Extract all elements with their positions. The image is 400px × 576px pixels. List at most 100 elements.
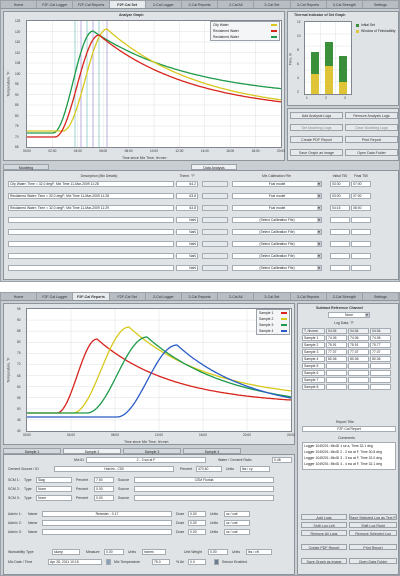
main-tab[interactable]: 3-Cal Reports: [291, 1, 327, 8]
create-pdf-report-button[interactable]: Create PDF Report: [301, 544, 347, 550]
main-tab[interactable]: 2-Cal Reports: [182, 293, 219, 300]
row-therm[interactable]: NaN: [176, 253, 198, 259]
open-data-folder-button[interactable]: Open Data Folder: [345, 149, 398, 156]
main-tab[interactable]: 2-Cal Reports: [182, 1, 219, 8]
admix-dose-input[interactable]: 0.00: [188, 520, 206, 526]
row-therm[interactable]: 63.8: [176, 205, 198, 211]
shift-log-right-button[interactable]: Shift Log Right: [349, 522, 397, 528]
admix-dose-input[interactable]: 0.00: [188, 529, 206, 535]
open-data-folder-button[interactable]: Open Data Folder: [349, 558, 397, 564]
admix-units-select[interactable]: oz / cwt: [224, 511, 250, 517]
subtract-channel-select[interactable]: None ▼: [328, 312, 370, 318]
admix-units-select[interactable]: oz / cwt: [224, 520, 250, 526]
remove-analysis-logs-button[interactable]: Remove Analysis Logs: [345, 112, 398, 119]
scm-source-input[interactable]: CSM Florida: [134, 477, 274, 483]
row-description[interactable]: City Water; Time = 32.0 degF; Mix Time 1…: [8, 181, 174, 187]
remove-all-logs-button[interactable]: Remove All Logs: [301, 530, 347, 536]
row-file-browse-button[interactable]: [202, 265, 228, 271]
row-file-browse-button[interactable]: [202, 253, 228, 259]
report-title-input[interactable]: F2F-Cal Report: [302, 426, 396, 432]
main-tab[interactable]: F2F-Cal Logger: [37, 1, 74, 8]
calendar-icon[interactable]: [106, 559, 111, 565]
admix-units-select[interactable]: oz / cwt: [224, 529, 250, 535]
add-logs-button[interactable]: Add Logs: [301, 514, 347, 520]
row-description[interactable]: [8, 241, 174, 247]
calibration-file-select[interactable]: (Select Calibration File) ▼: [232, 241, 322, 247]
scm-type-select[interactable]: Slag: [36, 477, 72, 483]
row-file-browse-button[interactable]: [202, 229, 228, 235]
main-tab[interactable]: Home: [1, 293, 38, 300]
cement-source-input[interactable]: Holcim - C50: [54, 466, 174, 472]
main-tab[interactable]: 2-Cal All: [218, 1, 255, 8]
measure-input[interactable]: 0.00: [104, 549, 124, 555]
main-tab[interactable]: Home: [1, 1, 38, 8]
clear-modeling-logs-button[interactable]: Clear Modeling Logs: [345, 124, 398, 131]
comments-box[interactable]: Logger 1049201: MixID 1 se a, Time 32.1 …: [302, 442, 396, 470]
main-tab[interactable]: Settings: [363, 293, 399, 300]
row-therm[interactable]: NaN: [176, 241, 198, 247]
cement-percent-input[interactable]: 470.40: [196, 466, 222, 472]
mix-id-input[interactable]: 2 - 3 sw at F: [86, 457, 206, 463]
mix-temp-input[interactable]: 75.0: [152, 559, 170, 565]
sample-tab[interactable]: Sample 2: [63, 448, 121, 454]
add-analysis-logs-button[interactable]: Add Analysis Logs: [290, 112, 343, 119]
row-description[interactable]: [8, 265, 174, 271]
row-file-browse-button[interactable]: [202, 205, 228, 211]
main-tab[interactable]: Settings: [363, 1, 399, 8]
row-description[interactable]: Reclaimed Water; Time = 32.0 degF; Mix T…: [8, 193, 174, 199]
main-tab[interactable]: F2F-Cal Set: [109, 1, 146, 8]
main-tab[interactable]: 3-Cal Reports: [291, 293, 327, 300]
sample-tab[interactable]: Sample 1: [3, 448, 61, 454]
row-description[interactable]: [8, 229, 174, 235]
admix-name-input[interactable]: Retarder - 0.17: [42, 511, 172, 517]
admix-name-input[interactable]: [42, 529, 172, 535]
scm-type-select[interactable]: None: [36, 486, 72, 492]
row-file-browse-button[interactable]: [202, 193, 228, 199]
tab-modeling[interactable]: Modeling: [3, 164, 49, 170]
scm-source-input[interactable]: [134, 495, 274, 501]
print-report-button[interactable]: Print Report: [349, 544, 397, 550]
calibration-file-select[interactable]: Fcal model ▼: [232, 205, 322, 211]
scm-percent-input[interactable]: 0.00: [94, 486, 114, 492]
row-therm[interactable]: 64.2: [176, 181, 198, 187]
uw-units-select[interactable]: lbs / cft: [246, 549, 272, 555]
cement-units-select[interactable]: lbs / cy: [240, 466, 270, 472]
scm-type-select[interactable]: None: [36, 495, 72, 501]
calibration-file-select[interactable]: (Select Calibration File) ▼: [232, 265, 322, 271]
report-plot-area[interactable]: [26, 308, 292, 432]
row-file-browse-button[interactable]: [202, 217, 228, 223]
admix-dose-input[interactable]: 0.00: [188, 511, 206, 517]
calibration-file-select[interactable]: (Select Calibration File) ▼: [232, 253, 322, 259]
print-report-button[interactable]: Print Report: [345, 136, 398, 143]
wk-units-select[interactable]: inches: [142, 549, 166, 555]
analyze-plot-area[interactable]: [26, 20, 282, 148]
scm-percent-input[interactable]: 7.50: [94, 477, 114, 483]
sensor-enabled-checkbox[interactable]: [214, 559, 219, 565]
calibration-file-select[interactable]: Fcal model ▼: [232, 193, 322, 199]
sample-tab[interactable]: Sample 3: [123, 448, 181, 454]
mix-date-input[interactable]: Apr 28, 2011 10:15: [48, 559, 102, 565]
row-therm[interactable]: NaN: [176, 217, 198, 223]
main-tab[interactable]: 3-Cal Set: [254, 293, 291, 300]
air-input[interactable]: 0.0: [188, 559, 206, 565]
create-pdf-report-button[interactable]: Create PDF Report: [290, 136, 343, 143]
main-tab[interactable]: 3-Cal Strength: [327, 1, 363, 8]
main-tab[interactable]: F2F-Cal Reports: [73, 1, 110, 8]
workability-type-select[interactable]: slump: [52, 549, 80, 555]
tab-data-analysis[interactable]: Data Analysis: [191, 164, 237, 170]
row-therm[interactable]: NaN: [176, 265, 198, 271]
unit-weight-input[interactable]: 0.00: [208, 549, 228, 555]
set-modeling-logs-button[interactable]: Set Modeling Logs: [290, 124, 343, 131]
row-therm[interactable]: NaN: [176, 229, 198, 235]
row-therm[interactable]: 63.8: [176, 193, 198, 199]
calibration-file-select[interactable]: (Select Calibration File) ▼: [232, 217, 322, 223]
admix-name-input[interactable]: [42, 520, 172, 526]
main-tab[interactable]: F2F-Cal Logger: [37, 293, 74, 300]
calibration-file-select[interactable]: Fcal model ▼: [232, 181, 322, 187]
row-description[interactable]: Reclaimed Water; Time = 32.0 degF; Mix T…: [8, 205, 174, 211]
save-graph-image-button[interactable]: Save Graph as Image: [290, 149, 343, 156]
remove-selected-log-button[interactable]: Remove Selected Log: [349, 530, 397, 536]
main-tab[interactable]: 2-Cal Logger: [146, 293, 182, 300]
row-file-browse-button[interactable]: [202, 181, 228, 187]
main-tab[interactable]: 2-Cal Logger: [146, 1, 182, 8]
